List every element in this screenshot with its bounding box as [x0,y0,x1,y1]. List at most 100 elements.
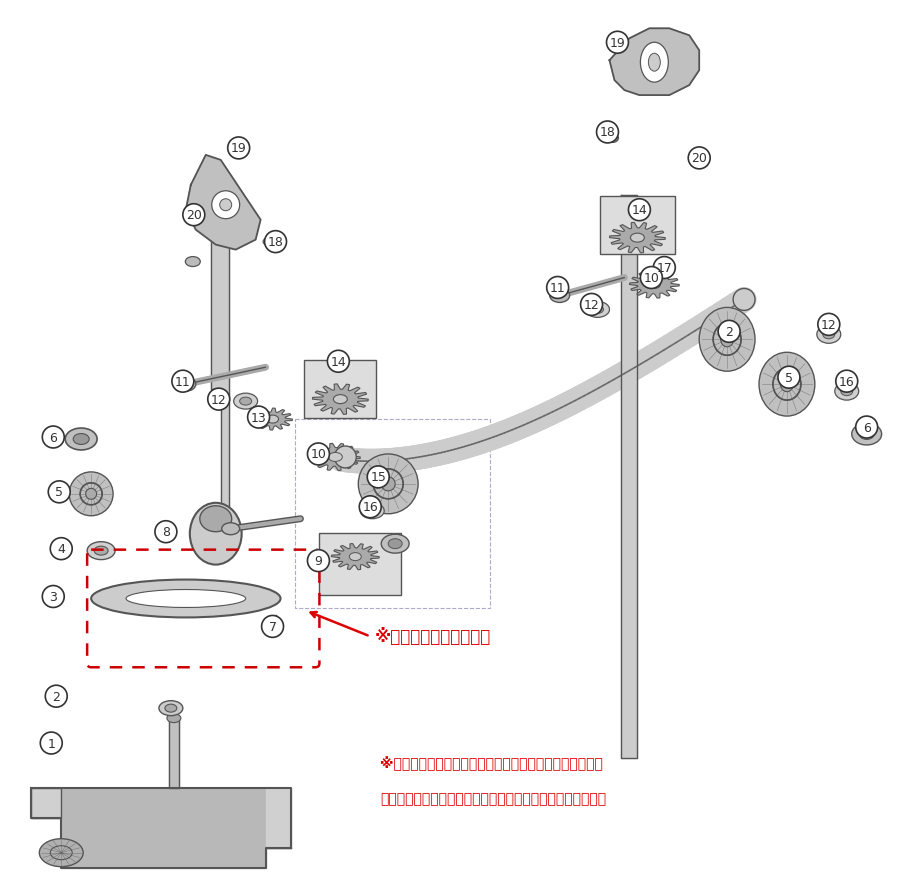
Ellipse shape [266,415,278,423]
Text: 19: 19 [609,37,626,50]
Ellipse shape [734,289,755,311]
Circle shape [155,522,177,543]
Text: 20: 20 [186,209,202,222]
Text: 18: 18 [599,126,616,140]
Circle shape [49,481,70,503]
Ellipse shape [823,330,835,340]
Polygon shape [622,196,637,758]
Bar [304,361,376,419]
Ellipse shape [126,590,246,608]
Circle shape [546,277,569,299]
Bar [320,533,401,594]
Text: 8: 8 [162,526,170,538]
Text: 10: 10 [644,271,660,284]
Circle shape [688,148,710,169]
Ellipse shape [382,535,410,553]
Text: ※分解しないでください: ※分解しないでください [375,628,491,645]
Ellipse shape [591,306,604,314]
Text: 11: 11 [550,282,565,295]
Ellipse shape [86,489,96,500]
Text: 5: 5 [785,371,793,385]
Text: 2: 2 [725,326,734,338]
Circle shape [641,267,662,289]
Ellipse shape [328,453,342,462]
Circle shape [308,443,329,465]
Circle shape [607,32,628,54]
Ellipse shape [366,507,378,515]
Text: 16: 16 [839,375,855,388]
Ellipse shape [388,539,402,549]
Text: 4: 4 [58,543,65,556]
Polygon shape [266,788,291,848]
Ellipse shape [166,714,181,723]
Text: 14: 14 [632,204,647,217]
Ellipse shape [94,546,108,556]
Ellipse shape [234,393,257,410]
Text: 3: 3 [50,590,58,603]
Circle shape [40,732,62,754]
Ellipse shape [607,134,618,143]
Text: 19: 19 [230,142,247,155]
Polygon shape [253,408,292,430]
Ellipse shape [630,234,644,243]
Ellipse shape [648,281,661,289]
Text: 13: 13 [251,411,266,424]
Text: 11: 11 [175,375,191,388]
Ellipse shape [349,553,361,561]
Ellipse shape [165,704,177,712]
Ellipse shape [185,257,201,267]
Ellipse shape [87,542,115,560]
Bar [600,197,675,255]
Text: 15: 15 [370,471,386,484]
Circle shape [262,615,284,637]
Ellipse shape [239,398,252,406]
Circle shape [50,538,72,560]
Circle shape [265,232,286,253]
Ellipse shape [648,54,661,72]
Circle shape [208,389,230,411]
Polygon shape [609,223,665,254]
Ellipse shape [382,478,395,492]
Circle shape [228,138,249,160]
Ellipse shape [641,43,669,83]
Circle shape [836,371,858,392]
Circle shape [856,416,878,438]
Circle shape [778,367,800,389]
Ellipse shape [851,423,882,445]
Polygon shape [629,271,680,299]
Polygon shape [32,788,61,818]
Ellipse shape [69,472,113,516]
Ellipse shape [190,503,242,565]
Circle shape [308,550,329,572]
Polygon shape [32,788,291,867]
Ellipse shape [268,621,283,630]
Text: 12: 12 [821,319,837,332]
Ellipse shape [263,238,274,247]
Circle shape [183,205,205,227]
Polygon shape [609,29,699,96]
Ellipse shape [65,428,97,450]
Polygon shape [169,718,179,788]
Ellipse shape [335,447,356,468]
Polygon shape [331,544,379,570]
Circle shape [718,321,740,343]
Ellipse shape [550,289,570,303]
Ellipse shape [699,308,755,371]
Ellipse shape [780,378,794,392]
Ellipse shape [176,378,196,392]
Ellipse shape [73,434,89,445]
Circle shape [367,466,389,488]
Text: 1: 1 [48,737,55,750]
Ellipse shape [212,191,239,220]
Ellipse shape [586,302,609,318]
Text: 6: 6 [50,431,58,444]
Text: 6: 6 [863,421,870,434]
Text: パーツ注文の際は商品名とともにカラーをご指定ください。: パーツ注文の際は商品名とともにカラーをご指定ください。 [380,791,607,805]
Circle shape [628,199,651,221]
Polygon shape [185,155,261,250]
Ellipse shape [835,383,859,400]
Text: 2: 2 [52,690,60,703]
Circle shape [172,371,194,392]
Ellipse shape [333,395,347,404]
Circle shape [328,351,349,373]
